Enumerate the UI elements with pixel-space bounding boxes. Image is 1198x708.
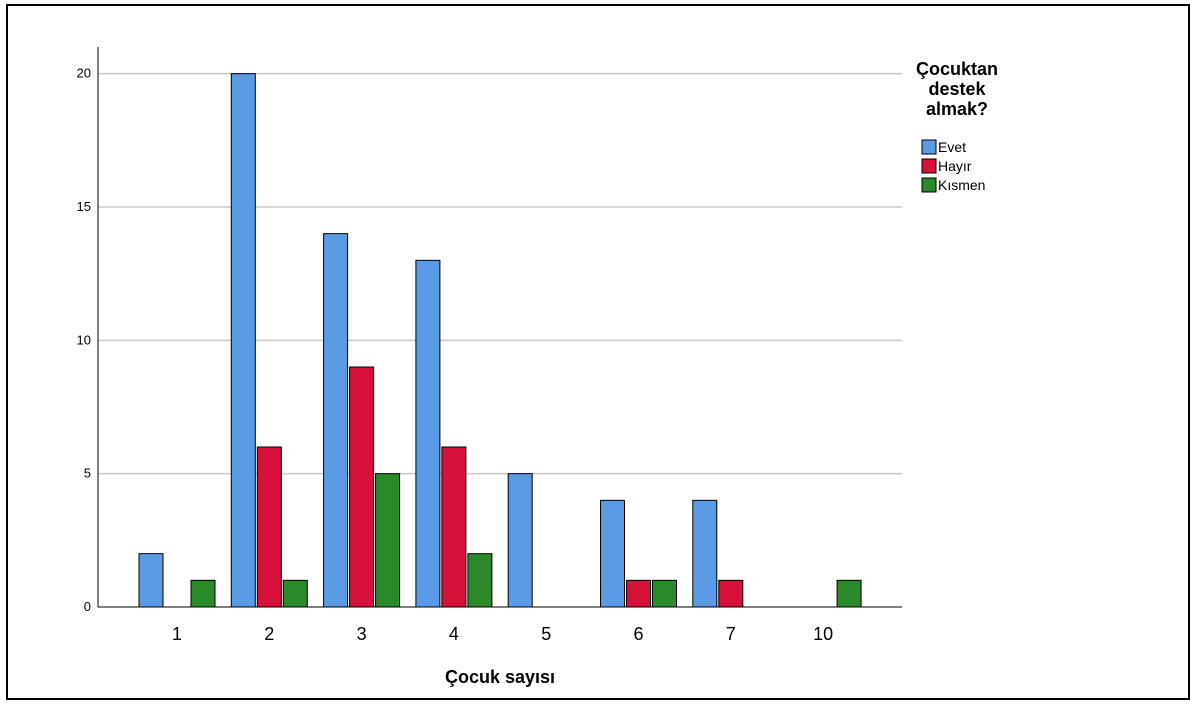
y-tick-label: 15 [77, 199, 91, 214]
x-tick-label: 10 [813, 624, 833, 644]
bar-kısmen-3 [375, 473, 401, 608]
bar-kısmen-4 [467, 553, 493, 608]
x-tick-label: 6 [633, 624, 643, 644]
x-tick-label: 4 [449, 624, 459, 644]
gridlines [98, 72, 902, 475]
bar-kısmen-1 [190, 579, 216, 608]
x-tick-labels: 1 2 3 4 5 6 7 10 [172, 624, 833, 644]
legend-swatch-evet [921, 139, 937, 155]
legend-label-hayır: Hayır [938, 158, 972, 174]
bar-evet-2 [230, 73, 256, 608]
y-tick-label: 10 [77, 332, 91, 347]
bar-evet-5 [507, 473, 533, 608]
legend-title: Çocuktan destek almak? [916, 59, 998, 119]
bar-kısmen-2 [282, 579, 308, 608]
y-tick-labels: 0 5 10 15 20 [77, 66, 91, 614]
x-tick-label: 5 [541, 624, 551, 644]
bar-kısmen-6 [652, 579, 677, 608]
bar-hayır-3 [349, 366, 375, 608]
legend-swatch-kısmen [921, 177, 937, 193]
bar-evet-4 [415, 259, 441, 608]
bar-evet-3 [323, 233, 349, 608]
bar-hayır-2 [256, 446, 282, 608]
bar-evet-1 [138, 553, 164, 608]
y-tick-label: 5 [84, 466, 91, 481]
x-tick-label: 3 [357, 624, 367, 644]
bar-kısmen-10 [836, 579, 862, 608]
axes [97, 47, 902, 608]
legend-items: Evet Hayır Kısmen [921, 139, 985, 193]
bar-hayır-7 [718, 579, 744, 608]
x-tick-label: 1 [172, 624, 182, 644]
bar-evet-6 [600, 499, 625, 608]
bar-hayır-4 [441, 446, 467, 608]
x-tick-label: 2 [264, 624, 274, 644]
bar-evet-7 [692, 499, 718, 608]
y-tick-label: 0 [84, 599, 91, 614]
x-axis-title: Çocuk sayısı [445, 667, 555, 687]
legend-label-evet: Evet [938, 139, 966, 155]
bars [138, 73, 862, 608]
legend-label-kısmen: Kısmen [938, 177, 985, 193]
bar-hayır-6 [626, 579, 651, 608]
y-tick-label: 20 [77, 66, 91, 81]
legend-swatch-hayır [921, 158, 937, 174]
legend: Çocuktan destek almak? Evet Hayır Kısmen [916, 59, 998, 193]
x-tick-label: 7 [726, 624, 736, 644]
